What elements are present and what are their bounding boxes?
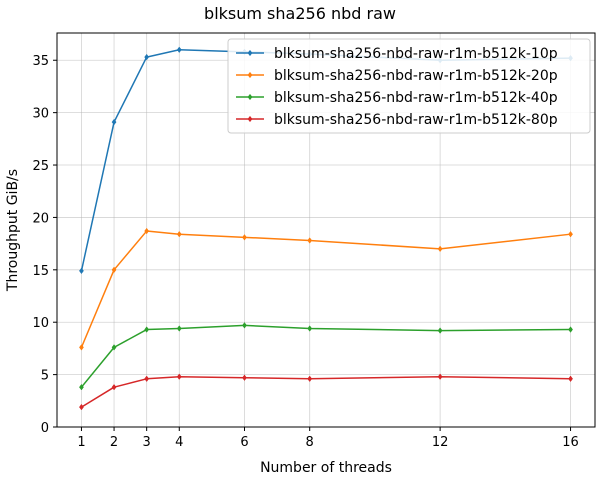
- x-axis: 1 2 3 4 6 8 12 16: [77, 427, 579, 450]
- legend-marker: [247, 93, 253, 101]
- data-point: [79, 383, 84, 391]
- y-tick-label: 0: [41, 421, 49, 436]
- y-tick-label: 25: [32, 159, 49, 174]
- data-point: [176, 230, 182, 238]
- y-tick-label: 35: [32, 54, 49, 69]
- legend-label: blksum-sha256-nbd-raw-r1m-b512k-40p: [274, 90, 558, 106]
- series-line: [81, 375, 571, 408]
- plot-frame: [56, 32, 596, 428]
- legend-marker: [247, 49, 253, 57]
- series-2: [79, 227, 573, 351]
- x-tick-label: 4: [175, 435, 183, 450]
- y-tick-label: 20: [32, 211, 49, 226]
- data-point: [307, 237, 313, 244]
- legend: blksum-sha256-nbd-raw-r1m-b512k-10p blksu…: [227, 38, 591, 134]
- data-point: [242, 374, 247, 381]
- legend-label: blksum-sha256-nbd-raw-r1m-b512k-20p: [274, 68, 558, 84]
- data-point: [79, 403, 84, 411]
- data-point: [144, 227, 150, 235]
- x-axis-label: Number of threads: [260, 460, 392, 476]
- chart-title: blksum sha256 nbd raw: [204, 4, 396, 23]
- legend-item: blksum-sha256-nbd-raw-r1m-b512k-80p: [236, 112, 558, 128]
- x-tick-label: 8: [306, 435, 314, 450]
- legend-item: blksum-sha256-nbd-raw-r1m-b512k-10p: [236, 46, 558, 62]
- y-tick-label: 10: [32, 316, 49, 331]
- data-point: [307, 375, 313, 383]
- data-point: [176, 373, 182, 380]
- legend-marker: [247, 71, 253, 79]
- data-point: [568, 326, 573, 333]
- x-tick-label: 3: [143, 435, 151, 450]
- data-point: [437, 373, 443, 380]
- x-tick-label: 1: [77, 435, 85, 450]
- data-point: [242, 322, 247, 329]
- data-point: [111, 344, 117, 351]
- legend-marker: [247, 115, 253, 123]
- data-point: [176, 46, 182, 53]
- legend-box: [227, 38, 591, 134]
- data-point: [307, 325, 313, 332]
- data-point: [144, 375, 150, 383]
- data-point: [242, 234, 247, 241]
- data-point: [79, 344, 84, 351]
- data-point: [111, 383, 117, 391]
- series-line: [80, 230, 571, 348]
- x-tick-label: 12: [432, 435, 449, 450]
- series-3: [79, 322, 573, 391]
- data-point: [568, 230, 573, 238]
- data-point: [111, 118, 117, 126]
- series-line: [80, 324, 571, 388]
- data-point: [437, 245, 443, 253]
- y-axis: 0 5 10 15 20 25 30 35: [32, 54, 57, 436]
- legend-label: blksum-sha256-nbd-raw-r1m-b512k-10p: [274, 46, 558, 62]
- data-point: [568, 375, 573, 383]
- data-point: [144, 53, 150, 61]
- x-tick-label: 16: [562, 435, 579, 450]
- y-tick-label: 15: [32, 264, 49, 279]
- data-point: [79, 267, 84, 275]
- y-tick-label: 30: [32, 107, 49, 122]
- data-point: [144, 326, 150, 333]
- data-point: [437, 327, 443, 334]
- y-axis-label: Throughput GiB/s: [5, 169, 21, 292]
- legend-label: blksum-sha256-nbd-raw-r1m-b512k-80p: [274, 112, 558, 128]
- y-tick-label: 5: [41, 369, 49, 384]
- x-tick-label: 6: [240, 435, 248, 450]
- series-4: [79, 373, 573, 411]
- data-point: [176, 325, 182, 332]
- legend-item: blksum-sha256-nbd-raw-r1m-b512k-40p: [236, 90, 558, 106]
- legend-item: blksum-sha256-nbd-raw-r1m-b512k-20p: [236, 68, 558, 84]
- data-point: [111, 266, 117, 274]
- x-tick-label: 2: [110, 435, 118, 450]
